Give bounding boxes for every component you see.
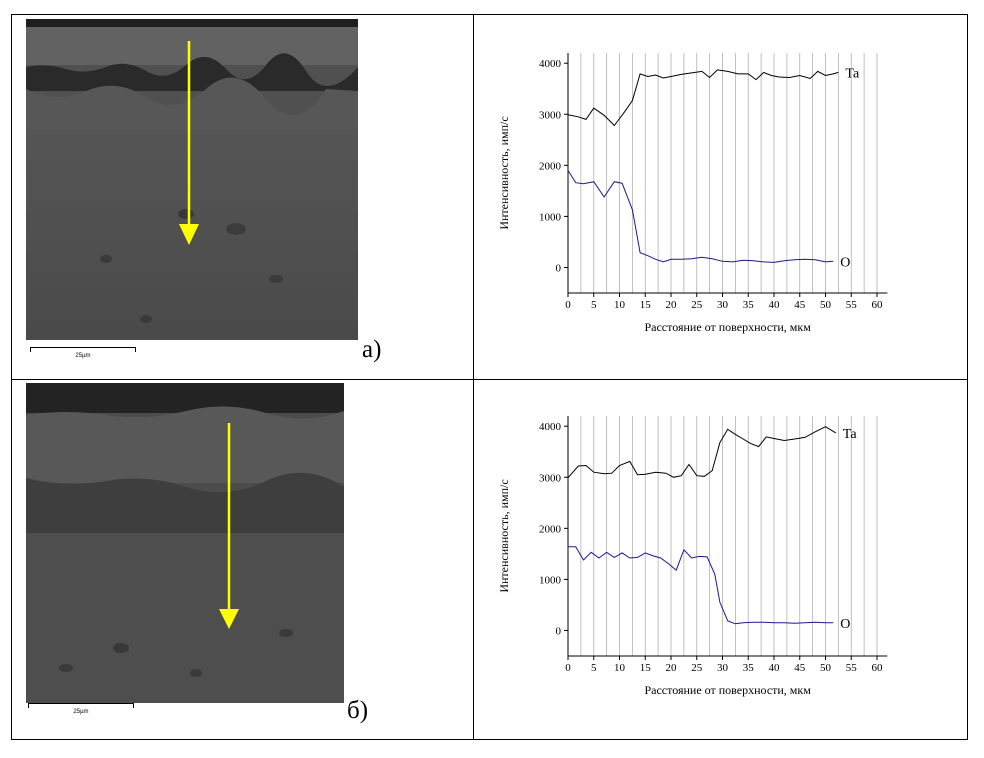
y-tick-label: 1000 [539, 211, 562, 223]
x-tick-label: 25 [691, 662, 703, 674]
intensity-chart-b: 0 5 10 15 20 25 30 35 40 45 50 55 60 0 1000 2000 3000 400… [474, 380, 968, 740]
x-tick-label: 45 [794, 299, 806, 311]
y-tick-label: 3000 [539, 472, 562, 484]
x-tick-label: 60 [872, 662, 884, 674]
series-line-ta [567, 426, 837, 479]
x-tick-label: 5 [591, 299, 597, 311]
series-label-o: O [840, 255, 850, 270]
series-label-ta: Ta [843, 427, 858, 442]
scale-label-a: 25µm [75, 353, 91, 359]
y-tick-label: 3000 [539, 109, 562, 121]
x-tick-label: 10 [614, 299, 626, 311]
y-tick-label: 0 [556, 262, 562, 274]
x-tick-label: 55 [846, 299, 858, 311]
x-axis-label: Расстояние от поверхности, мкм [644, 683, 811, 697]
x-tick-label: 50 [820, 299, 832, 311]
micrograph-a [26, 19, 358, 340]
y-tick-label: 4000 [539, 58, 562, 70]
x-tick-label: 15 [640, 662, 652, 674]
scan-arrowhead-b [219, 609, 239, 629]
series-label-ta: Ta [845, 66, 860, 81]
panel-label-b: б) [347, 697, 369, 724]
series-line-o [568, 546, 834, 625]
series-line-ta [567, 69, 839, 127]
x-tick-label: 20 [666, 299, 678, 311]
x-tick-label: 55 [846, 662, 858, 674]
intensity-chart-a: 0 5 10 15 20 25 30 35 40 45 50 55 60 0 1000 2000 3000 400… [474, 15, 968, 379]
x-tick-label: 30 [717, 662, 729, 674]
figure-frame [11, 14, 968, 740]
series-line-o [567, 170, 834, 263]
y-tick-label: 2000 [539, 523, 562, 535]
x-tick-label: 45 [794, 662, 806, 674]
scan-arrowhead-a [179, 224, 199, 245]
x-tick-label: 10 [614, 662, 626, 674]
x-tick-label: 0 [565, 662, 571, 674]
panel-label-a: а) [362, 336, 382, 363]
x-tick-label: 15 [640, 299, 652, 311]
x-tick-label: 35 [743, 299, 755, 311]
x-tick-label: 5 [591, 662, 597, 674]
x-tick-label: 50 [820, 662, 832, 674]
table-divider-vertical [473, 14, 474, 740]
x-tick-label: 40 [769, 662, 781, 674]
x-tick-label: 60 [872, 299, 884, 311]
scale-label-b: 25µm [73, 709, 89, 715]
x-tick-label: 30 [717, 299, 729, 311]
x-tick-label: 40 [769, 299, 781, 311]
micrograph-b [26, 383, 344, 703]
y-tick-label: 1000 [539, 574, 562, 586]
x-tick-label: 35 [743, 662, 755, 674]
table-divider-horizontal [11, 379, 968, 380]
x-axis-label: Расстояние от поверхности, мкм [644, 320, 811, 334]
y-tick-label: 4000 [539, 421, 562, 433]
y-tick-label: 2000 [539, 160, 562, 172]
y-tick-label: 0 [556, 625, 562, 637]
y-axis-label: Интенсивность, имп/с [497, 479, 511, 592]
series-label-o: O [840, 617, 850, 632]
x-tick-label: 0 [565, 299, 571, 311]
y-axis-label: Интенсивность, имп/с [497, 116, 511, 229]
x-tick-label: 25 [691, 299, 703, 311]
x-tick-label: 20 [666, 662, 678, 674]
